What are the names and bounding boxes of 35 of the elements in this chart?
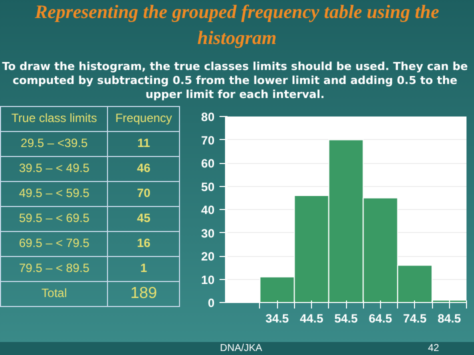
x-tick-label: 54.5 bbox=[334, 312, 358, 326]
text: 46 bbox=[108, 156, 180, 182]
text: 29.5 – <39.5 bbox=[0, 132, 108, 156]
text: 42 bbox=[428, 342, 440, 355]
text: 39.5 – < 49.5 bbox=[0, 156, 108, 182]
text: Frequency bbox=[108, 106, 180, 132]
chart-title: Representing the grouped frequency table using the histogram bbox=[34, 1, 440, 51]
text: 79.5 – < 89.5 bbox=[0, 256, 108, 282]
text: Total bbox=[0, 282, 108, 306]
x-tick-label: 34.5 bbox=[265, 312, 290, 326]
text: 16 bbox=[108, 232, 180, 256]
y-tick-label: 30 bbox=[201, 226, 215, 240]
text: 189 bbox=[108, 282, 180, 306]
text: 45 bbox=[108, 206, 180, 232]
y-tick-label: 60 bbox=[201, 156, 215, 170]
text: True class limits bbox=[0, 106, 108, 132]
y-tick-label: 40 bbox=[201, 203, 215, 217]
y-tick-label: 0 bbox=[208, 296, 215, 310]
y-tick-label: 70 bbox=[201, 133, 215, 148]
x-tick-label: 44.5 bbox=[300, 312, 324, 326]
x-tick-label: 84.5 bbox=[438, 312, 462, 326]
text: 49.5 – < 59.5 bbox=[0, 182, 108, 206]
x-tick-label: 74.5 bbox=[403, 312, 427, 326]
y-tick-label: 10 bbox=[201, 272, 215, 287]
y-tick-label: 20 bbox=[201, 250, 215, 264]
y-tick-label: 50 bbox=[201, 180, 215, 194]
text: 70 bbox=[108, 182, 180, 206]
text: 1 bbox=[108, 256, 180, 282]
text: 69.5 – < 79.5 bbox=[0, 232, 108, 256]
x-tick-label: 64.5 bbox=[368, 312, 392, 326]
text: 59.5 – < 69.5 bbox=[0, 206, 108, 232]
chart-subtitle: To draw the histogram, the true classes limits should be used. They can be computed by subtracting 0.5 from the lower limit and adding 0.5 to the upper limit for each interval. bbox=[1, 60, 469, 102]
text: 11 bbox=[108, 132, 180, 156]
y-tick-label: 80 bbox=[201, 110, 215, 124]
text: DNA/JKA bbox=[220, 342, 262, 355]
